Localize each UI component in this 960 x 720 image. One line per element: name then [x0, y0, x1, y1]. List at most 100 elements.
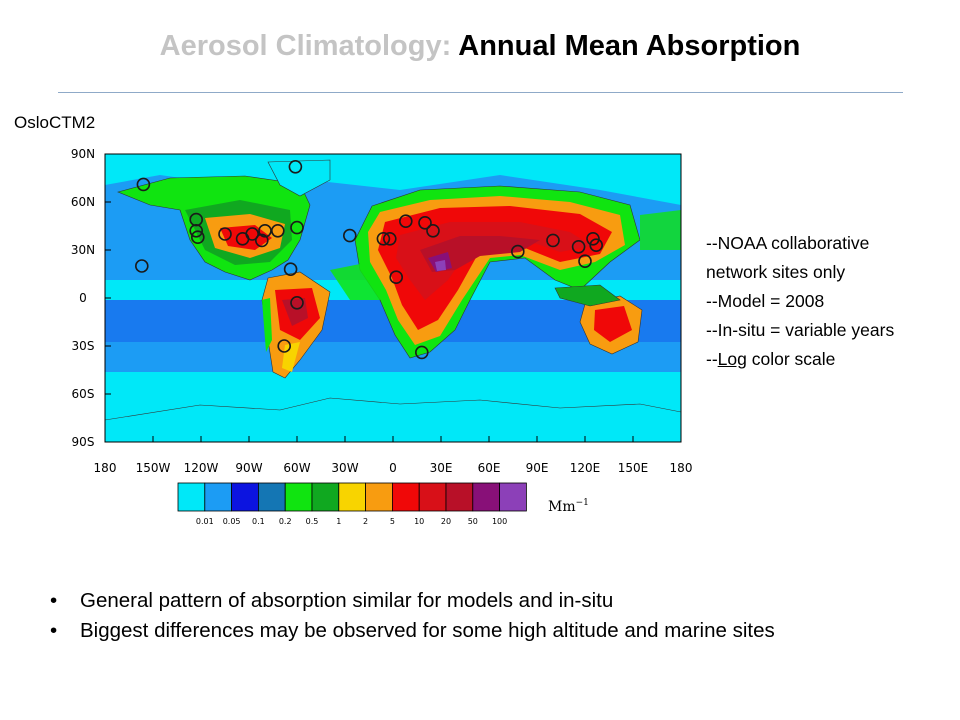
legend-swatch	[338, 482, 366, 512]
model-label: OsloCTM2	[14, 113, 96, 132]
site-marker	[189, 212, 203, 227]
notes-panel: --NOAA collaborative network sites only …	[706, 229, 894, 374]
note-line-3: --Model = 2008	[706, 291, 825, 311]
title-prefix: Aerosol Climatology:	[159, 30, 452, 62]
legend-label: 10	[414, 517, 424, 526]
site-marker	[342, 228, 357, 243]
lon-tick-label: 120E	[570, 461, 601, 475]
lon-tick-label: 90W	[235, 461, 262, 475]
legend-label: 20	[441, 517, 451, 526]
site-marker	[245, 227, 259, 241]
color-legend: 0.01 0.05 0.1 0.2 0.5 1 2 5 10 20 50 100	[177, 482, 527, 526]
note-line-2: network sites only	[706, 262, 846, 282]
antarctica	[105, 397, 681, 442]
bullet-dot: •	[50, 589, 58, 612]
legend-label: 0.05	[223, 517, 241, 526]
lon-tick-label: 180	[670, 461, 693, 475]
lon-tick-label: 60W	[283, 461, 310, 475]
legend-unit: Mm−1	[548, 498, 589, 515]
legend-label: 0.5	[306, 517, 319, 526]
note-line-5-prefix: --	[706, 349, 718, 369]
legend-swatch	[231, 482, 259, 512]
legend-label: 2	[363, 517, 368, 526]
arctic-region	[105, 154, 681, 205]
bullet-dot: •	[50, 619, 58, 642]
site-marker	[510, 244, 525, 259]
lon-tick-label: 150E	[618, 461, 649, 475]
site-marker	[426, 224, 440, 238]
latitude-axis: 90N 60N 30N 0 30S 60S 90S	[71, 147, 111, 449]
site-marker	[578, 254, 592, 269]
note-line-4: --In-situ = variable years	[706, 320, 895, 340]
lat-tick-label: 90N	[71, 147, 95, 161]
site-marker	[414, 345, 429, 360]
site-marker	[288, 160, 303, 174]
legend-swatch	[284, 482, 313, 512]
lat-tick-label: 60S	[72, 387, 95, 401]
note-line-5-suffix: color scale	[746, 349, 836, 369]
site-markers	[135, 160, 604, 360]
longitude-axis: 180 150W 120W 90W 60W 30W 0 30E 60E 90E 120E 150E 18…	[94, 436, 693, 475]
lon-tick-label: 30W	[331, 461, 358, 475]
site-marker	[589, 238, 604, 252]
legend-swatch	[499, 482, 527, 512]
site-marker	[586, 232, 600, 246]
site-marker	[290, 295, 304, 310]
bullet-item: • General pattern of absorption similar f…	[50, 586, 775, 616]
legend-label: 100	[492, 517, 507, 526]
bullet-text: General pattern of absorption similar fo…	[80, 589, 614, 612]
greenland	[267, 159, 331, 197]
legend-label: 50	[468, 517, 478, 526]
site-marker	[418, 216, 432, 230]
site-marker	[546, 233, 560, 248]
site-marker	[218, 227, 232, 241]
absorption-map: 90N 60N 30N 0 30S 60S 90S 180 150W 120W 90W 60W 30W…	[71, 147, 693, 526]
bullet-text: Biggest differences may be observed for …	[80, 619, 775, 642]
site-marker	[135, 259, 149, 273]
lat-tick-label: 60N	[71, 195, 95, 209]
site-marker	[191, 230, 205, 244]
legend-swatch	[445, 482, 474, 512]
site-marker	[382, 232, 397, 246]
title-main: Annual Mean Absorption	[458, 30, 801, 62]
legend-label: 1	[336, 517, 341, 526]
legend-swatch	[418, 482, 447, 512]
lat-tick-label: 30N	[71, 243, 95, 257]
site-marker	[389, 270, 404, 285]
legend-swatch	[204, 482, 233, 512]
site-marker	[189, 224, 203, 238]
site-marker	[254, 233, 269, 248]
note-line-5: --Log color scale	[706, 345, 894, 374]
legend-unit-exponent: −1	[576, 498, 589, 508]
site-marker	[136, 177, 151, 192]
note-line-5-underlined: Log	[717, 349, 747, 369]
bullet-item: • Biggest differences may be observed for…	[50, 616, 775, 646]
lon-tick-label: 90E	[526, 461, 549, 475]
legend-label: 0.2	[279, 517, 292, 526]
slide-title: Aerosol Climatology: Annual Mean Absorpt…	[0, 30, 960, 63]
site-marker	[277, 339, 292, 353]
site-marker	[398, 214, 413, 228]
legend-swatch	[311, 482, 340, 512]
lon-tick-label: 60E	[478, 461, 501, 475]
lon-tick-label: 30E	[430, 461, 453, 475]
site-marker	[571, 240, 586, 254]
legend-swatch	[472, 482, 500, 512]
title-divider	[58, 92, 903, 93]
legend-swatch	[365, 482, 393, 512]
lon-tick-label: 150W	[136, 461, 171, 475]
site-marker	[270, 224, 285, 238]
site-marker	[376, 232, 391, 246]
legend-label: 5	[390, 517, 395, 526]
legend-swatch	[391, 482, 420, 512]
lat-tick-label: 0	[79, 291, 87, 305]
legend-swatch	[257, 482, 286, 512]
site-marker	[290, 220, 304, 235]
lon-tick-label: 120W	[184, 461, 219, 475]
map-field	[105, 154, 681, 442]
note-line-1: --NOAA collaborative	[706, 233, 870, 253]
site-marker	[283, 262, 298, 277]
lat-tick-label: 90S	[72, 435, 95, 449]
legend-label: 0.1	[252, 517, 265, 526]
lon-tick-label: 0	[389, 461, 397, 475]
